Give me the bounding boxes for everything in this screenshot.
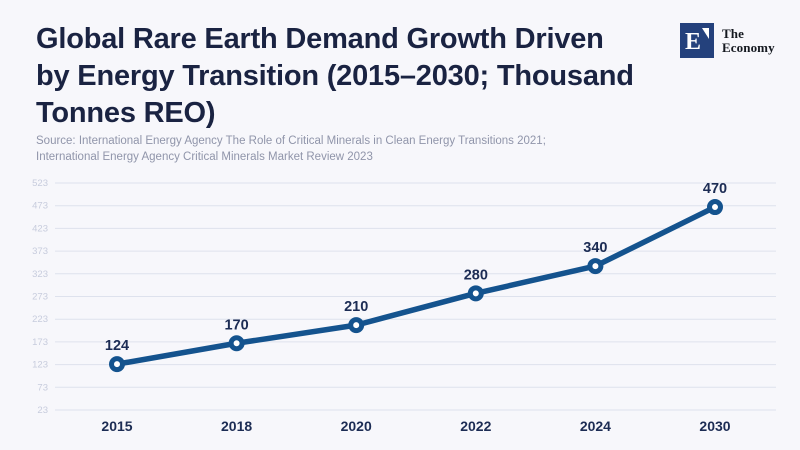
data-point-label: 124 — [105, 338, 129, 354]
chart-area: 23 73 123 173 223 273 323 373 423 473 523 124 170 210… — [0, 173, 800, 443]
data-point-marker — [109, 356, 125, 373]
title-line-2: by Energy Transition (2015–2030; Thousan… — [36, 60, 634, 92]
y-tick-label: 123 — [32, 360, 48, 371]
x-tick-label: 2024 — [580, 418, 611, 434]
page-title: Global Rare Earth Demand Growth Driven b… — [36, 21, 666, 132]
data-point-label: 280 — [464, 267, 488, 283]
demand-line-chart: 23 73 123 173 223 273 323 373 423 473 523 124 170 210… — [32, 178, 776, 434]
y-axis-labels: 23 73 123 173 223 273 323 373 423 473 523 — [32, 178, 48, 416]
data-point-label: 340 — [583, 240, 607, 256]
gridlines — [55, 182, 776, 411]
logo-wedge-icon — [702, 28, 709, 39]
y-tick-label: 423 — [32, 223, 48, 234]
y-tick-label: 73 — [37, 382, 48, 393]
x-tick-label: 2020 — [341, 418, 372, 434]
the-economy-logo: E The Economy — [680, 23, 775, 58]
x-tick-label: 2018 — [221, 418, 252, 434]
line-series — [114, 204, 718, 367]
data-point-label: 210 — [344, 299, 368, 315]
y-tick-label: 373 — [32, 246, 48, 257]
x-tick-label: 2030 — [699, 418, 730, 434]
data-point-marker — [707, 199, 723, 216]
x-tick-label: 2015 — [101, 418, 132, 434]
markers — [109, 199, 723, 373]
y-tick-label: 223 — [32, 314, 48, 325]
y-tick-label: 473 — [32, 201, 48, 212]
y-tick-label: 173 — [32, 337, 48, 348]
value-labels: 124 170 210 280 340 470 — [105, 181, 727, 354]
logo-wordmark: The Economy — [722, 27, 775, 54]
source-note: Source: International Energy Agency The … — [36, 134, 596, 165]
source-line-2: International Energy Agency Critical Min… — [36, 150, 373, 163]
x-tick-label: 2022 — [460, 418, 491, 434]
data-point-marker — [348, 317, 365, 334]
logo-wordmark-line-2: Economy — [722, 39, 775, 55]
logo-monogram: E — [685, 29, 701, 55]
title-line-3: Tonnes REO) — [36, 97, 216, 129]
data-point-marker — [587, 258, 604, 275]
y-tick-label: 23 — [37, 405, 48, 416]
y-tick-label: 273 — [32, 292, 48, 303]
x-axis-labels: 2015 2018 2020 2022 2024 2030 — [101, 418, 730, 434]
logo-wordmark-line-1: The — [722, 26, 744, 41]
source-line-1: Source: International Energy Agency The … — [36, 135, 546, 147]
y-tick-label: 523 — [32, 178, 48, 189]
title-line-1: Global Rare Earth Demand Growth Driven — [36, 23, 604, 55]
y-tick-label: 323 — [32, 269, 48, 280]
data-point-label: 470 — [703, 181, 727, 197]
economy-logo-icon: E — [680, 23, 714, 58]
data-point-label: 170 — [224, 317, 248, 333]
data-point-marker — [467, 285, 484, 302]
data-point-marker — [228, 335, 245, 352]
